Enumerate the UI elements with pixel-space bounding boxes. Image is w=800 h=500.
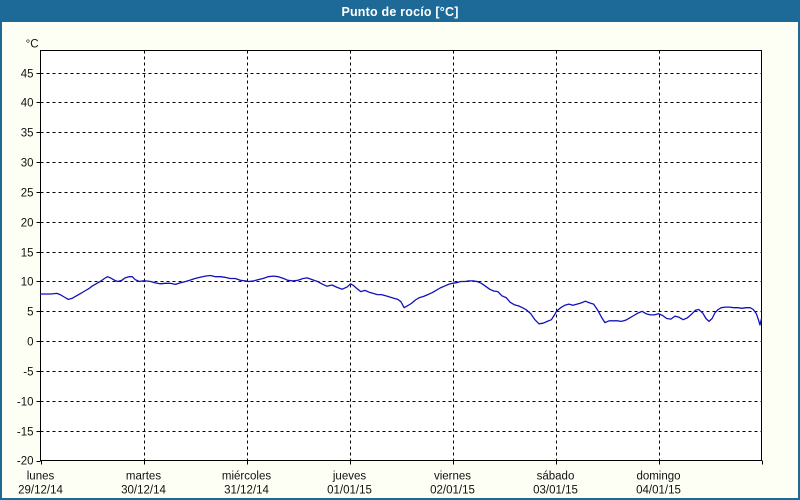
y-axis-tick-label: 35 bbox=[21, 128, 34, 140]
x-axis-day-label: miércoles bbox=[222, 471, 271, 483]
y-axis-tick-label: 0 bbox=[27, 337, 33, 349]
x-axis-date-label: 29/12/14 bbox=[18, 485, 63, 497]
x-axis-date-label: 01/01/15 bbox=[327, 485, 372, 497]
y-axis-tick-label: 30 bbox=[21, 158, 34, 170]
plot-frame bbox=[40, 50, 762, 461]
y-axis-tick-label: 5 bbox=[27, 307, 33, 319]
x-axis-date-label: 02/01/15 bbox=[430, 485, 475, 497]
x-axis-date-label: 31/12/14 bbox=[224, 485, 269, 497]
x-axis-day-label: martes bbox=[126, 471, 161, 483]
y-axis-tick-label: -5 bbox=[23, 367, 33, 379]
y-axis-tick-label: -10 bbox=[17, 397, 34, 409]
y-axis-tick-label: 25 bbox=[21, 188, 34, 200]
y-axis-unit-label: °C bbox=[26, 39, 39, 51]
y-axis-tick-label: 45 bbox=[21, 69, 34, 81]
y-axis-tick-label: -15 bbox=[17, 427, 34, 439]
chart-area: 45 40 35 30 25 20 15 10 5 0 -5 -10 -15 -20 °C lunes 29/1… bbox=[2, 22, 798, 498]
x-axis-date-label: 30/12/14 bbox=[121, 485, 166, 497]
chart-canvas: 45 40 35 30 25 20 15 10 5 0 -5 -10 -15 -20 °C lunes 29/1… bbox=[17, 39, 763, 497]
x-axis-day-label: domingo bbox=[636, 471, 680, 483]
y-axis-tick-label: 40 bbox=[21, 98, 34, 110]
chart-title-bar: Punto de rocío [°C] bbox=[2, 2, 798, 22]
x-axis-day-label: viernes bbox=[434, 471, 471, 483]
x-axis-day-label: jueves bbox=[332, 471, 366, 483]
x-axis-date-label: 03/01/15 bbox=[533, 485, 578, 497]
x-axis-day-label: sábado bbox=[537, 471, 575, 483]
x-axis-date-label: 04/01/15 bbox=[636, 485, 681, 497]
y-axis-tick-label: 10 bbox=[21, 277, 34, 289]
chart-title: Punto de rocío [°C] bbox=[341, 5, 459, 19]
y-axis-tick-label: 20 bbox=[21, 218, 34, 230]
y-axis-tick-label: 15 bbox=[21, 248, 34, 260]
y-axis-tick-label: -20 bbox=[17, 456, 34, 468]
dew-point-line bbox=[39, 274, 763, 326]
x-axis-day-label: lunes bbox=[27, 471, 55, 483]
